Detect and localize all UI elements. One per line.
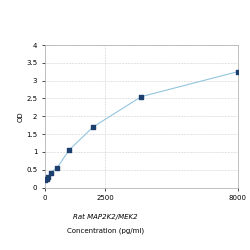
- Point: [49, 170, 53, 174]
- Point: [139, 95, 143, 99]
- Point: [236, 70, 240, 74]
- Point: [91, 125, 95, 129]
- Text: Rat MAP2K2/MEK2: Rat MAP2K2/MEK2: [73, 214, 138, 220]
- Y-axis label: OD: OD: [18, 111, 24, 122]
- Point: [43, 178, 47, 182]
- Point: [44, 176, 48, 180]
- Point: [46, 175, 50, 179]
- Point: [67, 148, 71, 152]
- Text: Concentration (pg/ml): Concentration (pg/ml): [66, 228, 144, 234]
- Point: [55, 166, 59, 170]
